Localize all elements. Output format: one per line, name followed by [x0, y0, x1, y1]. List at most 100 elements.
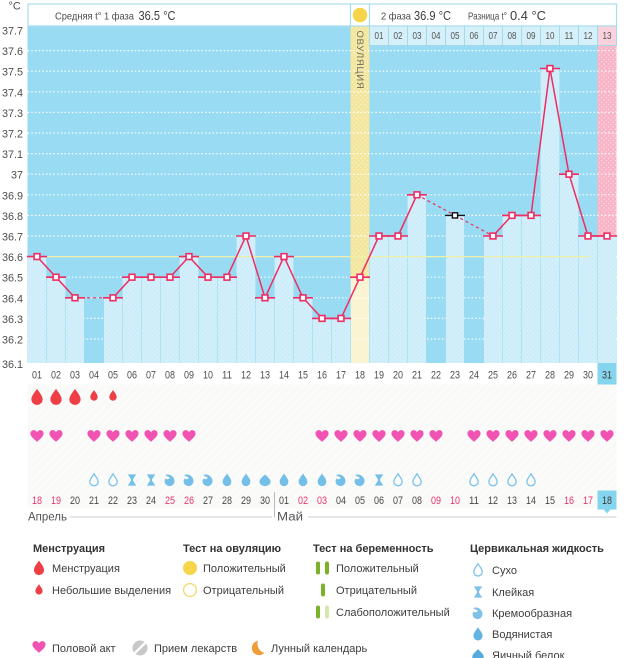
svg-text:02: 02 [394, 31, 403, 42]
svg-text:15: 15 [298, 370, 308, 382]
svg-text:14: 14 [279, 370, 289, 382]
svg-text:05: 05 [108, 370, 118, 382]
svg-text:37.2: 37.2 [2, 129, 23, 141]
svg-text:37.7: 37.7 [2, 26, 23, 38]
svg-text:36.2: 36.2 [2, 335, 23, 347]
svg-text:06: 06 [374, 495, 384, 507]
svg-text:27: 27 [526, 370, 536, 382]
svg-text:10: 10 [450, 495, 460, 507]
svg-text:13: 13 [260, 370, 270, 382]
svg-text:Прием лекарств: Прием лекарств [154, 643, 237, 655]
svg-text:36.4: 36.4 [2, 293, 23, 305]
svg-text:Лунный календарь: Лунный календарь [271, 643, 368, 655]
svg-text:Небольшие выделения: Небольшие выделения [52, 585, 171, 597]
svg-text:15: 15 [545, 495, 555, 507]
svg-text:Кремообразная: Кремообразная [492, 608, 572, 620]
svg-text:20: 20 [393, 370, 403, 382]
svg-text:37.5: 37.5 [2, 67, 23, 79]
svg-text:17: 17 [583, 495, 593, 507]
svg-text:10: 10 [546, 31, 555, 42]
svg-text:Яичный белок: Яичный белок [492, 650, 565, 658]
svg-text:Менструация: Менструация [33, 543, 105, 555]
svg-text:10: 10 [203, 370, 213, 382]
svg-text:30: 30 [260, 495, 270, 507]
svg-text:08: 08 [508, 31, 517, 42]
svg-text:04: 04 [336, 495, 346, 507]
svg-text:Положительный: Положительный [336, 563, 419, 575]
svg-text:24: 24 [469, 370, 479, 382]
svg-text:37.3: 37.3 [2, 108, 23, 120]
svg-text:23: 23 [127, 495, 137, 507]
svg-text:25: 25 [488, 370, 498, 382]
svg-text:36.5 °C: 36.5 °C [139, 8, 176, 23]
svg-text:21: 21 [89, 495, 99, 507]
svg-text:36.5: 36.5 [2, 273, 23, 285]
svg-text:07: 07 [489, 31, 498, 42]
svg-text:Отрицательный: Отрицательный [203, 585, 284, 597]
svg-text:23: 23 [450, 370, 460, 382]
svg-text:22: 22 [431, 370, 441, 382]
svg-text:0.4 °C: 0.4 °C [510, 8, 546, 23]
svg-text:26: 26 [507, 370, 517, 382]
svg-text:11: 11 [222, 370, 232, 382]
svg-text:05: 05 [451, 31, 460, 42]
svg-text:29: 29 [241, 495, 251, 507]
svg-text:11: 11 [469, 495, 479, 507]
svg-text:20: 20 [70, 495, 80, 507]
svg-text:36.1: 36.1 [2, 359, 23, 371]
svg-text:19: 19 [374, 370, 384, 382]
svg-text:18: 18 [32, 495, 42, 507]
svg-text:36.8: 36.8 [2, 211, 23, 223]
svg-text:37.6: 37.6 [2, 46, 23, 58]
svg-text:Май: Май [277, 512, 303, 524]
svg-text:Тест на овуляцию: Тест на овуляцию [183, 543, 281, 555]
svg-text:13: 13 [507, 495, 517, 507]
svg-text:29: 29 [564, 370, 574, 382]
svg-text:18: 18 [602, 495, 612, 507]
svg-text:06: 06 [127, 370, 137, 382]
svg-text:26: 26 [184, 495, 194, 507]
svg-text:°C: °C [9, 1, 21, 13]
svg-text:19: 19 [51, 495, 61, 507]
svg-text:28: 28 [222, 495, 232, 507]
svg-text:07: 07 [146, 370, 156, 382]
svg-text:Положительный: Положительный [203, 563, 286, 575]
svg-text:Цервикальная жидкость: Цервикальная жидкость [470, 543, 604, 555]
svg-text:11: 11 [565, 31, 574, 42]
svg-text:36.7: 36.7 [2, 232, 23, 244]
svg-text:Апрель: Апрель [28, 512, 67, 524]
svg-text:25: 25 [165, 495, 175, 507]
svg-text:09: 09 [431, 495, 441, 507]
svg-text:03: 03 [317, 495, 327, 507]
svg-text:04: 04 [432, 31, 441, 42]
svg-text:30: 30 [583, 370, 593, 382]
svg-text:05: 05 [355, 495, 365, 507]
svg-text:31: 31 [602, 370, 612, 382]
svg-text:02: 02 [51, 370, 61, 382]
svg-text:07: 07 [393, 495, 403, 507]
svg-text:12: 12 [488, 495, 498, 507]
svg-text:06: 06 [470, 31, 479, 42]
svg-text:02: 02 [298, 495, 308, 507]
svg-text:Клейкая: Клейкая [492, 587, 534, 599]
svg-text:17: 17 [336, 370, 346, 382]
svg-text:Средняя t° 1 фаза: Средняя t° 1 фаза [55, 11, 134, 23]
svg-text:08: 08 [165, 370, 175, 382]
svg-text:28: 28 [545, 370, 555, 382]
svg-text:03: 03 [70, 370, 80, 382]
svg-text:ОВУЛЯЦИЯ: ОВУЛЯЦИЯ [355, 31, 365, 90]
svg-text:21: 21 [412, 370, 422, 382]
svg-text:18: 18 [355, 370, 365, 382]
svg-text:09: 09 [527, 31, 536, 42]
svg-text:14: 14 [526, 495, 536, 507]
svg-text:12: 12 [241, 370, 251, 382]
svg-text:36.9 °C: 36.9 °C [414, 8, 451, 23]
svg-text:Сухо: Сухо [492, 565, 517, 577]
svg-text:04: 04 [89, 370, 99, 382]
svg-text:22: 22 [108, 495, 118, 507]
svg-text:2 фаза: 2 фаза [381, 11, 411, 23]
svg-text:Слабоположительный: Слабоположительный [336, 607, 450, 619]
svg-text:Отрицательный: Отрицательный [336, 585, 417, 597]
svg-text:24: 24 [146, 495, 156, 507]
svg-text:36.3: 36.3 [2, 314, 23, 326]
